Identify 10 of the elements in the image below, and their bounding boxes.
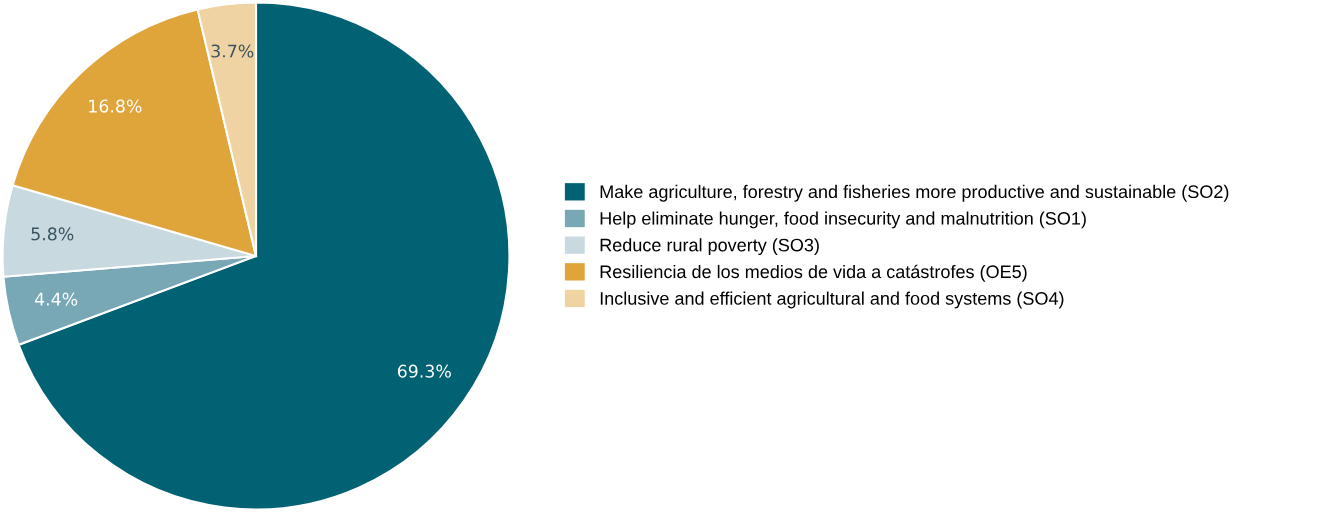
data-label: 69.3% xyxy=(397,364,451,378)
data-label: 4.4% xyxy=(34,292,78,306)
legend-label: Make agriculture, forestry and fisheries more productive and sustainable (SO2) xyxy=(600,184,1229,202)
data-label: 3.7% xyxy=(211,44,254,58)
legend-label: Reduce rural poverty (SO3) xyxy=(600,238,819,256)
data-label: 16.8% xyxy=(89,99,142,113)
data-label: 5.8% xyxy=(31,227,74,241)
legend-label: Help eliminate hunger, food insecurity and malnutrition (SO1) xyxy=(600,211,1086,229)
legend-label: Inclusive and efficient agricultural and food systems (SO4) xyxy=(600,291,1064,309)
legend-label: Resiliencia de los medios de vida a catástrofes (OE5) xyxy=(600,264,1027,282)
